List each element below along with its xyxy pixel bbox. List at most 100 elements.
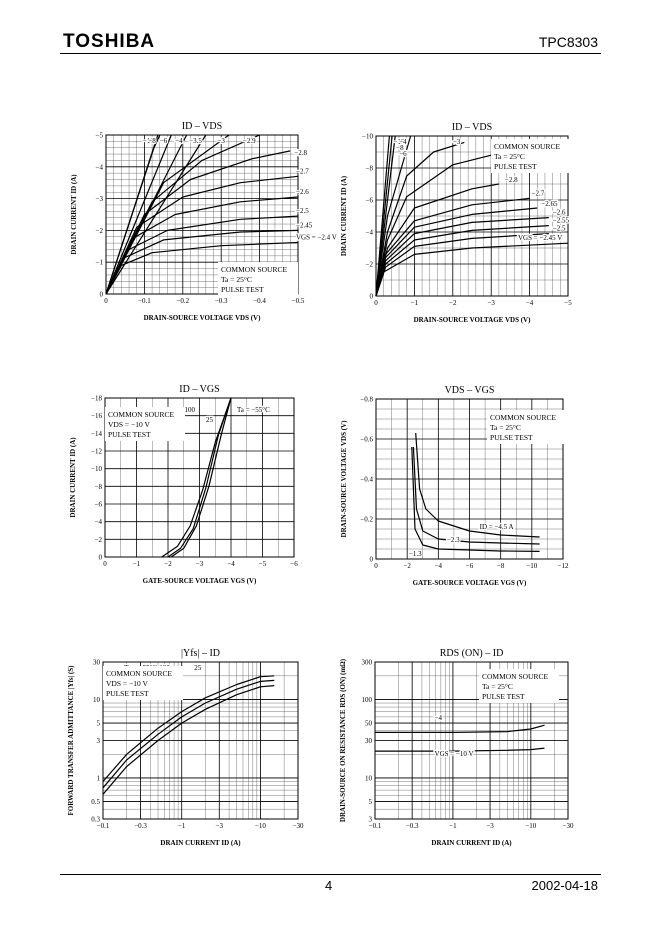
curve-label: −2.65 [541, 200, 558, 208]
y-tick-label: −12 [91, 448, 102, 456]
curve-c2-5 [375, 154, 492, 297]
chart-note: COMMON SOURCE [494, 142, 560, 151]
y-tick-label: −6 [366, 197, 374, 205]
x-tick-label: −30 [293, 822, 304, 830]
curve-label: −3.5 [189, 137, 202, 145]
x-tick-label: −3 [196, 560, 204, 568]
x-tick-label: −2 [164, 560, 172, 568]
plot-frame [105, 134, 299, 295]
x-axis-label: DRAIN-SOURCE VOLTAGE VDS (V) [414, 316, 532, 324]
y-tick-label: −8 [366, 165, 374, 173]
y-tick-label: −0.4 [360, 476, 373, 484]
x-tick-label: −1 [411, 299, 419, 307]
y-tick-label: 0.3 [91, 816, 100, 824]
curve-label: −2.6 [553, 209, 566, 217]
y-tick-label: 10 [93, 696, 101, 704]
curve-c6-0 [375, 724, 545, 733]
curve-c1-9 [105, 196, 299, 295]
curve-c3-0 [170, 397, 232, 558]
y-tick-label: −0.8 [360, 396, 373, 404]
x-axis-label: DRAIN CURRENT ID (A) [160, 839, 241, 847]
x-tick-label: 0 [374, 299, 378, 307]
plot-frame [375, 135, 569, 297]
x-tick-label: −0.3 [406, 822, 419, 830]
x-tick-label: −2 [449, 299, 457, 307]
x-tick-label: −4 [526, 299, 534, 307]
page-number: 4 [325, 878, 333, 893]
header-rule [60, 53, 601, 54]
y-tick-label: −2 [366, 261, 374, 269]
y-tick-label: −14 [91, 430, 102, 438]
x-axis-label: DRAIN CURRENT ID (A) [431, 839, 512, 847]
toshiba-logo: TOSHIBA [63, 31, 156, 52]
chart-note: PULSE TEST [490, 433, 533, 442]
y-axis-label: DRAIN CURRENT ID (A) [70, 174, 78, 255]
chart-title: ID – VDS [182, 121, 222, 132]
curve-c1-6 [105, 134, 260, 295]
chart-note: VDS = −10 V [108, 420, 150, 429]
plot-frame [104, 397, 295, 558]
x-tick-label: −3 [216, 822, 224, 830]
x-tick-label: −0.2 [176, 297, 189, 305]
curve-label: 100 [185, 406, 196, 414]
curve-label: −2.5 [296, 207, 309, 215]
curve-c2-4 [375, 141, 465, 297]
y-tick-label: 1 [97, 774, 101, 782]
curve-label: −2.55 [553, 217, 570, 225]
curve-label: −4 [175, 137, 183, 145]
chart-title: |Yfs| – ID [181, 648, 220, 659]
x-tick-label: −0.1 [369, 822, 382, 830]
x-tick-label: −0.5 [292, 297, 305, 305]
y-tick-label: −0.2 [360, 516, 373, 524]
curve-label: VGS = −10 V [435, 750, 474, 758]
y-axis-label: DRAIN-SOURCE ON RESISTANCE RDS (ON) (mΩ) [339, 658, 347, 822]
notes-box [103, 666, 183, 700]
x-tick-label: 0 [374, 562, 378, 570]
chart-note: PULSE TEST [106, 689, 149, 698]
notes-box [491, 139, 571, 173]
curve-label: −6 [399, 150, 407, 158]
x-tick-label: −4 [227, 560, 235, 568]
x-tick-label: −3 [487, 299, 495, 307]
curve-label: −2.5 [553, 225, 566, 233]
curve-label: ID = −4.5 A [480, 523, 514, 531]
curve-label: −10 [143, 137, 154, 145]
x-tick-label: −1 [449, 822, 457, 830]
curve-c1-12 [105, 241, 299, 295]
x-tick-label: −2 [403, 562, 411, 570]
curve-label: 25 [206, 416, 214, 424]
curve-label: −10 [393, 138, 404, 146]
curve-c2-12 [375, 242, 569, 297]
y-tick-label: 0 [370, 556, 374, 564]
curve-c4-0 [415, 432, 540, 538]
chart-title: RDS (ON) – ID [440, 648, 504, 659]
notes-box [479, 669, 559, 703]
curve-c1-1 [105, 134, 161, 295]
y-tick-label: −4 [366, 229, 374, 237]
x-tick-label: −6 [466, 562, 474, 570]
curve-label: −2.6 [296, 188, 309, 196]
y-tick-label: 10 [365, 774, 373, 782]
x-axis-label: DRAIN-SOURCE VOLTAGE VDS (V) [144, 314, 262, 322]
curve-c3-2 [161, 397, 232, 558]
y-tick-label: 0 [370, 293, 374, 301]
x-tick-label: 0 [103, 560, 107, 568]
curve-label: −8 [148, 137, 156, 145]
notes-box [105, 407, 185, 441]
curve-c1-2 [105, 134, 172, 295]
curve-label: −4 [435, 714, 443, 722]
part-number: TPC8303 [538, 34, 598, 50]
chart-note: Ta = 25°C [494, 152, 525, 161]
y-tick-label: −6 [95, 501, 103, 509]
footer-rule [60, 874, 601, 875]
curve-label: −2.9 [243, 137, 256, 145]
curve-label: VGS = −2.45 V [518, 234, 562, 242]
chart-note: Ta = 25°C [482, 682, 513, 691]
chart-title: VDS – VGS [445, 385, 495, 396]
curve-label: −2.7 [296, 167, 309, 175]
